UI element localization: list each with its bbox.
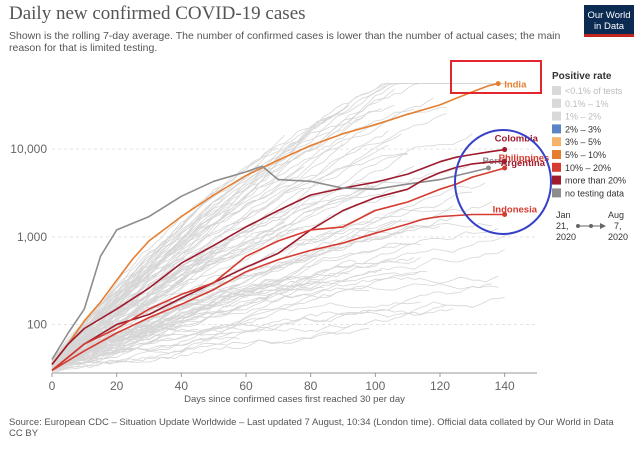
timeline-end-day: 7,	[614, 221, 622, 231]
background-country-line	[51, 166, 305, 367]
background-country-line	[51, 272, 350, 368]
background-country-line	[51, 317, 266, 367]
y-tick-label: 10,000	[10, 142, 47, 156]
x-tick-label: 0	[49, 379, 56, 393]
background-country-line	[51, 108, 382, 364]
background-country-line	[51, 334, 162, 370]
legend-swatch[interactable]	[552, 111, 561, 121]
background-country-line	[51, 153, 408, 365]
legend-swatch[interactable]	[552, 98, 561, 108]
series-endpoint-indonesia[interactable]	[502, 211, 508, 217]
chart-title: Daily new confirmed COVID-19 cases	[9, 3, 306, 24]
series-line-peru[interactable]	[51, 165, 489, 360]
series-label-argentina: Argentina	[501, 158, 546, 169]
timeline-end-year: 2020	[608, 232, 628, 242]
background-country-line	[51, 115, 331, 363]
legend-swatch[interactable]	[552, 124, 561, 134]
source-note: Source: European CDC – Situation Update …	[9, 417, 614, 428]
x-axis-title: Days since confirmed cases first reached…	[184, 394, 405, 405]
y-tick-label: 1,000	[17, 230, 47, 244]
timeline-mid-handle[interactable]	[589, 224, 593, 228]
background-country-line	[51, 257, 415, 368]
background-country-line	[51, 199, 208, 363]
legend-swatch[interactable]	[552, 162, 561, 172]
background-country-line	[51, 154, 408, 364]
series-line-philippines[interactable]	[51, 167, 505, 372]
background-country-line	[51, 108, 415, 366]
background-country-line	[51, 263, 195, 366]
series-endpoint-peru[interactable]	[486, 165, 491, 171]
annotation-ellipse	[454, 129, 552, 235]
background-country-line	[51, 83, 505, 362]
timeline-start-year: 2020	[556, 232, 576, 242]
background-country-line	[51, 311, 227, 368]
legend-swatch[interactable]	[552, 86, 561, 95]
annotation-rectangle	[450, 60, 542, 94]
owid-logo[interactable]: Our World in Data	[584, 5, 634, 37]
series-label-indonesia: Indonesia	[493, 204, 538, 215]
series-line-indonesia[interactable]	[51, 213, 505, 372]
x-tick-label: 140	[495, 379, 515, 393]
series-endpoint-argentina[interactable]	[502, 158, 508, 164]
x-tick-label: 80	[304, 379, 318, 393]
chart-footer: Source: European CDC – Situation Update …	[9, 417, 631, 439]
background-country-line	[51, 187, 395, 368]
background-country-line	[52, 325, 350, 372]
series-label-colombia: Colombia	[495, 134, 539, 145]
x-tick-label: 60	[239, 379, 253, 393]
series-line-india[interactable]	[51, 82, 499, 365]
background-country-line	[51, 277, 311, 371]
background-country-line	[51, 257, 318, 367]
background-country-line	[51, 283, 492, 368]
chart-subtitle: Shown is the rolling 7-day average. The …	[9, 30, 561, 54]
series-endpoint-india[interactable]	[495, 81, 501, 87]
series-line-argentina[interactable]	[51, 160, 505, 372]
x-tick-label: 40	[175, 379, 189, 393]
legend-item-label: 5% – 10%	[565, 150, 606, 160]
timeline-start-day: 21,	[556, 221, 569, 231]
logo-line-1: Our World	[587, 10, 631, 21]
legend-swatch[interactable]	[552, 175, 561, 185]
series-line-colombia[interactable]	[51, 148, 505, 365]
background-country-line	[51, 84, 389, 367]
background-country-line	[51, 188, 234, 365]
legend-item-label: no testing data	[565, 188, 624, 198]
legend-item-label: 1% – 2%	[565, 112, 601, 122]
legend-title: Positive rate	[552, 71, 612, 82]
series-endpoint-colombia[interactable]	[502, 147, 508, 153]
background-country-line	[51, 191, 473, 368]
logo-line-2: in Data	[593, 21, 625, 32]
legend-item-label: 3% – 5%	[565, 137, 601, 147]
series-label-philippines: Philippines	[499, 153, 550, 164]
legend-item-label: <0.1% of tests	[565, 86, 623, 96]
background-country-line	[51, 242, 421, 367]
legend-swatch[interactable]	[552, 137, 561, 147]
series-endpoint-philippines[interactable]	[502, 165, 508, 171]
background-country-line	[51, 246, 227, 366]
timeline-end-month: Aug	[608, 210, 624, 220]
background-country-line	[51, 271, 428, 370]
background-country-line	[51, 301, 447, 370]
legend-swatch[interactable]	[552, 150, 561, 159]
logo-accent-bar	[584, 34, 634, 37]
series-label-india: India	[504, 80, 527, 91]
legend-item-label: 10% – 20%	[565, 163, 611, 173]
timeline-start-month: Jan	[556, 210, 571, 220]
x-tick-label: 100	[365, 379, 385, 393]
background-country-line	[51, 133, 473, 366]
legend-item-label: 0.1% – 1%	[565, 99, 609, 109]
x-tick-label: 20	[110, 379, 124, 393]
y-tick-label: 100	[27, 318, 47, 332]
timeline-start-handle[interactable]	[576, 224, 580, 228]
timeline-end-handle[interactable]	[600, 223, 606, 229]
legend-item-label: 2% – 3%	[565, 124, 601, 134]
legend-swatch[interactable]	[552, 188, 561, 198]
legend-item-label: more than 20%	[565, 176, 626, 186]
x-tick-label: 120	[430, 379, 450, 393]
background-country-line	[51, 202, 318, 364]
license-note[interactable]: CC BY	[9, 428, 39, 439]
